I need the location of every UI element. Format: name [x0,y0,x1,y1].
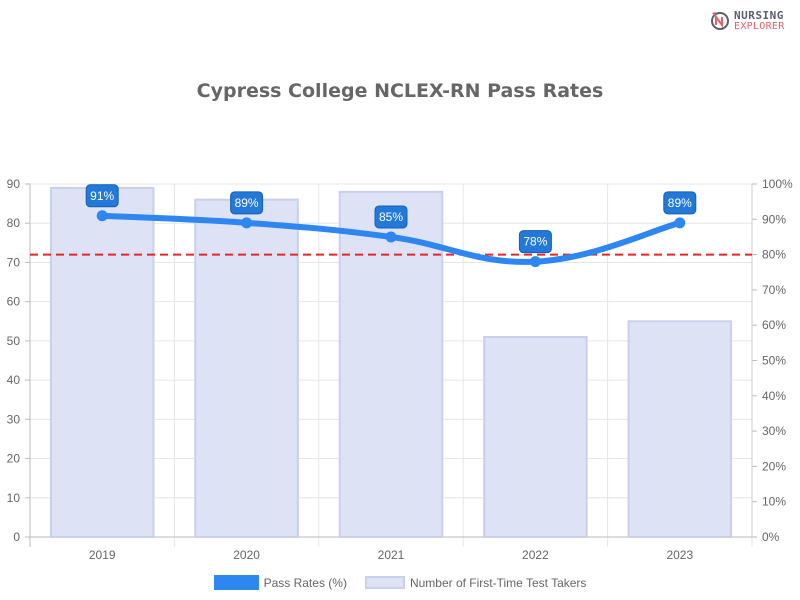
right-axis-tick-label: 90% [762,212,786,226]
right-axis-tick-label: 20% [762,459,786,473]
pass-rate-point [96,210,108,222]
right-axis-tick-label: 0% [762,530,780,544]
legend-swatch-line [213,575,259,590]
bar-test-takers [194,198,299,538]
right-axis-tick-label: 60% [762,318,786,332]
data-label: 89% [668,196,692,210]
data-label-box [374,205,408,229]
logo-text-nursing: NURSING [734,9,784,22]
legend-item-test-takers[interactable]: Number of First-Time Test Takers [353,576,586,590]
data-label: 91% [90,189,114,203]
chart-legend: Pass Rates (%) Number of First-Time Test… [0,575,800,590]
left-axis-tick-label: 40 [7,373,21,387]
right-axis-tick-label: 70% [762,283,786,297]
left-axis-tick-label: 30 [7,412,21,426]
x-axis-tick-label: 2019 [89,548,116,562]
left-axis-tick-label: 10 [7,491,21,505]
bar-test-takers [627,320,733,538]
bar-test-takers [338,190,444,538]
right-axis-tick-label: 80% [762,248,786,262]
legend-swatch-bar [364,576,405,589]
right-axis-tick-label: 40% [762,389,786,403]
left-axis-tick-label: 90 [7,177,21,191]
data-label: 85% [379,210,403,224]
x-axis-tick-label: 2021 [378,548,405,562]
nursing-explorer-logo: NURSING EXPLORER [710,8,800,36]
left-axis-tick-label: 0 [13,530,20,544]
left-axis-tick-label: 50 [7,334,21,348]
chart-title: Cypress College NCLEX-RN Pass Rates [196,80,604,102]
data-label-box [518,230,552,254]
legend-label-test-takers: Number of First-Time Test Takers [409,575,587,590]
right-axis-tick-label: 50% [762,354,786,368]
pass-rate-point [241,217,253,229]
left-axis-tick-label: 70 [7,255,21,269]
x-axis-tick-label: 2023 [666,548,693,562]
left-axis-tick-label: 80 [7,216,21,230]
left-axis-tick-label: 20 [7,452,21,466]
pass-rate-point [385,231,397,243]
legend-label-pass-rates: Pass Rates (%) [263,575,347,590]
data-label-box [85,184,119,208]
bar-test-takers [483,335,588,539]
pass-rate-point [529,256,541,268]
bar-test-takers [49,186,155,539]
data-label: 89% [235,196,259,210]
legend-item-pass-rates[interactable]: Pass Rates (%) [213,575,347,590]
right-axis-tick-label: 100% [762,177,793,191]
data-label-box [230,191,264,215]
right-axis-tick-label: 10% [762,495,786,509]
right-axis-tick-label: 30% [762,424,786,438]
logo-icon [711,12,729,30]
data-label-box [663,191,697,215]
logo-text-explorer: EXPLORER [734,21,785,32]
data-label: 78% [523,235,547,249]
x-axis-tick-label: 2022 [522,548,549,562]
left-axis-tick-label: 60 [7,295,21,309]
x-axis-tick-label: 2020 [233,548,260,562]
pass-rate-point [674,217,686,229]
